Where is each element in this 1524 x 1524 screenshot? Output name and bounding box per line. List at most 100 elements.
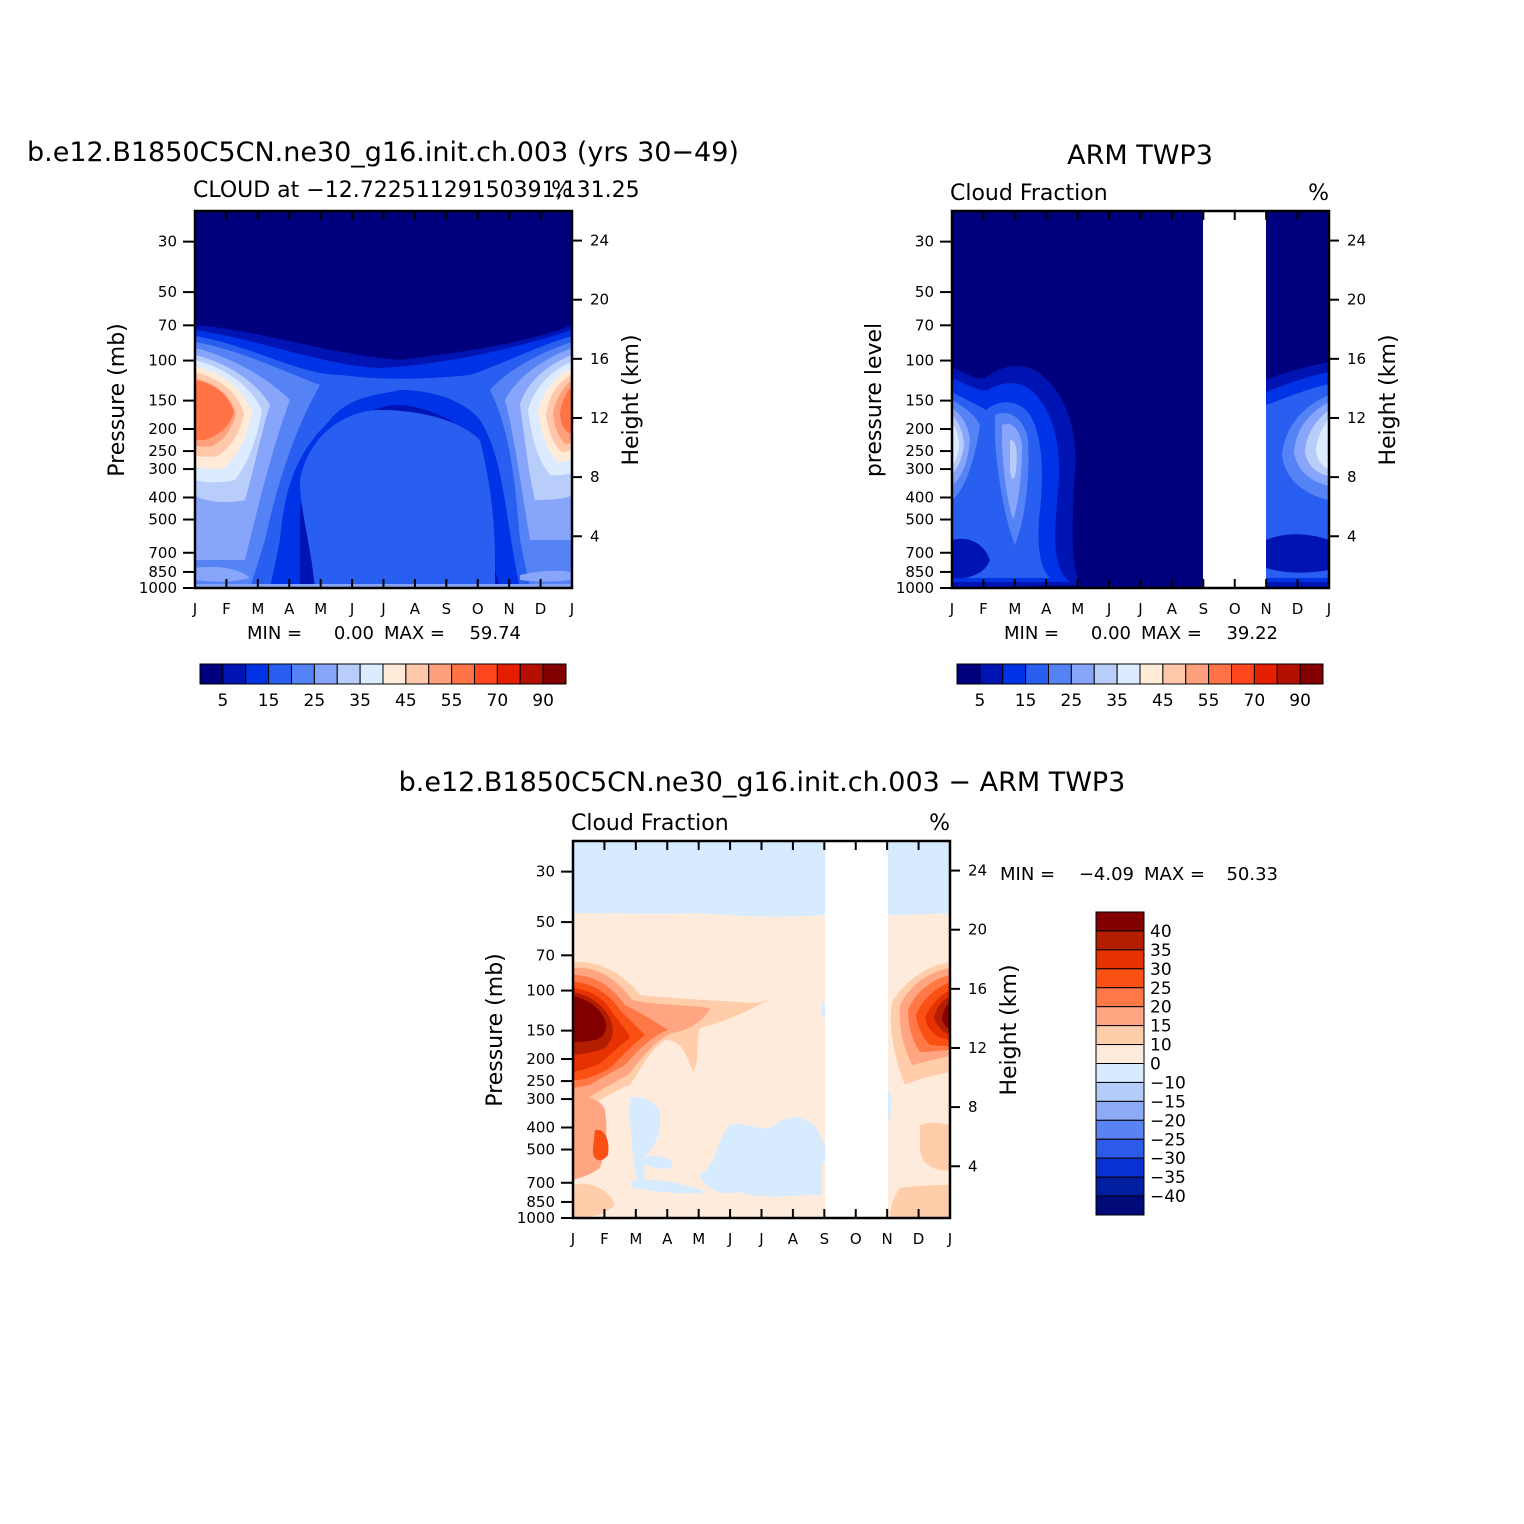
y-tick-label: 50 <box>915 283 934 301</box>
y2-tick-label: 8 <box>1347 468 1357 486</box>
colorbar-swatch <box>1093 663 1118 685</box>
y-tick-label: 100 <box>526 982 555 1000</box>
y-tick-label: 150 <box>905 392 934 410</box>
panel-b-subtitle: Cloud Fraction <box>950 181 1108 206</box>
x-tick-label: M <box>314 600 327 618</box>
colorbar-label: 30 <box>1150 960 1172 980</box>
y2-tick-label: 20 <box>968 921 987 939</box>
y2-tick-label: 4 <box>1347 527 1357 545</box>
panel-c-max-label: MAX = <box>1144 864 1205 885</box>
x-tick-label: F <box>222 600 231 618</box>
panel-a-unit: % <box>551 178 572 203</box>
colorbar-label: 70 <box>487 691 509 711</box>
y-tick-label: 300 <box>148 460 177 478</box>
colorbar-swatch <box>1095 1100 1145 1121</box>
colorbar-swatch <box>1116 663 1141 685</box>
y-tick-label: 400 <box>526 1118 555 1136</box>
y2-tick-label: 20 <box>1347 291 1366 309</box>
colorbar-swatch <box>336 663 361 685</box>
colorbar-swatch <box>405 663 430 685</box>
colorbar-swatch <box>428 663 453 685</box>
colorbar-label: 45 <box>1152 691 1174 711</box>
y2-tick-label: 24 <box>1347 232 1366 250</box>
colorbar-swatch <box>1095 1195 1145 1216</box>
x-tick-label: D <box>1292 600 1304 618</box>
y2-tick-label: 24 <box>968 862 987 880</box>
panel-c-min-label: MIN = <box>1000 864 1055 885</box>
colorbar-label: 70 <box>1244 691 1266 711</box>
x-tick-label: J <box>569 600 574 618</box>
panel-a-colorbar: 5 15 25 35 45 55 70 90 <box>199 663 567 711</box>
y-tick-label: 700 <box>526 1174 555 1192</box>
y-tick-label: 500 <box>526 1141 555 1159</box>
panel-c-unit: % <box>929 811 950 836</box>
panel-a-contours <box>195 211 572 588</box>
panel-c-max-value: 50.33 <box>1226 864 1278 885</box>
x-tick-label: J <box>1106 600 1111 618</box>
colorbar-label: −15 <box>1150 1092 1186 1112</box>
colorbar-swatch <box>1231 663 1255 685</box>
panel-b-min-label: MIN = <box>1004 623 1059 644</box>
colorbar-swatch <box>313 663 338 685</box>
colorbar-swatch <box>1162 663 1187 685</box>
y-tick-label: 150 <box>148 392 177 410</box>
x-tick-label: O <box>472 600 484 618</box>
x-tick-label: A <box>410 600 421 618</box>
y2-tick-label: 12 <box>590 409 609 427</box>
x-tick-label: J <box>727 1230 732 1248</box>
y-tick-label: 700 <box>905 544 934 562</box>
x-tick-label: D <box>913 1230 925 1248</box>
colorbar-swatch <box>1095 968 1145 989</box>
colorbar-label: 25 <box>304 691 326 711</box>
colorbar-label: 35 <box>1106 691 1128 711</box>
y-tick-label: 850 <box>148 563 177 581</box>
colorbar-label: 15 <box>1015 691 1037 711</box>
colorbar-label: −10 <box>1150 1073 1186 1093</box>
y-tick-label: 70 <box>536 946 555 964</box>
colorbar-label: 35 <box>349 691 371 711</box>
x-tick-label: N <box>504 600 515 618</box>
colorbar-swatch <box>1253 663 1278 685</box>
x-tick-label: N <box>1261 600 1272 618</box>
x-tick-label: M <box>1008 600 1021 618</box>
y-tick-label: 500 <box>148 511 177 529</box>
colorbar-label: −35 <box>1150 1168 1186 1188</box>
colorbar-label: 10 <box>1150 1036 1172 1056</box>
panel-b-max-label: MAX = <box>1141 623 1202 644</box>
y2-tick-label: 24 <box>590 232 609 250</box>
x-tick-label: J <box>947 1230 952 1248</box>
colorbar-swatch <box>1276 663 1301 685</box>
colorbar-swatch <box>1208 663 1232 685</box>
panel-b-min-value: 0.00 <box>1091 623 1131 644</box>
y-tick-label: 200 <box>148 420 177 438</box>
panel-model-cloud: b.e12.B1850C5CN.ne30_g16.init.ch.003 (yr… <box>27 137 739 711</box>
y-tick-label: 70 <box>915 316 934 334</box>
colorbar-swatch <box>451 663 475 685</box>
panel-c-ylabel-right: Height (km) <box>997 964 1022 1095</box>
x-tick-label: J <box>1326 600 1331 618</box>
colorbar-swatch <box>245 663 270 685</box>
x-tick-label: J <box>570 1230 575 1248</box>
panel-c-ylabel: Pressure (mb) <box>483 953 508 1107</box>
colorbar-swatch <box>1095 987 1145 1008</box>
colorbar-label: 90 <box>1289 691 1311 711</box>
colorbar-swatch <box>1095 1138 1145 1159</box>
colorbar-label: 25 <box>1150 979 1172 999</box>
panel-a-min-value: 0.00 <box>334 623 374 644</box>
y2-tick-label: 16 <box>1347 350 1366 368</box>
y2-tick-label: 12 <box>1347 409 1366 427</box>
y-tick-label: 70 <box>158 316 177 334</box>
colorbar-swatch <box>1095 1157 1145 1178</box>
colorbar-swatch <box>199 663 224 685</box>
x-tick-label: M <box>1071 600 1084 618</box>
y2-tick-label: 16 <box>968 980 987 998</box>
colorbar-swatch <box>1095 1044 1145 1064</box>
colorbar-swatch <box>268 663 292 685</box>
x-tick-label: N <box>882 1230 893 1248</box>
y-tick-label: 700 <box>148 544 177 562</box>
x-tick-label: A <box>662 1230 673 1248</box>
colorbar-swatch <box>979 663 1004 685</box>
colorbar-label: 90 <box>532 691 554 711</box>
colorbar-swatch <box>519 663 544 685</box>
panel-b-ylabel: pressure level <box>862 323 887 477</box>
